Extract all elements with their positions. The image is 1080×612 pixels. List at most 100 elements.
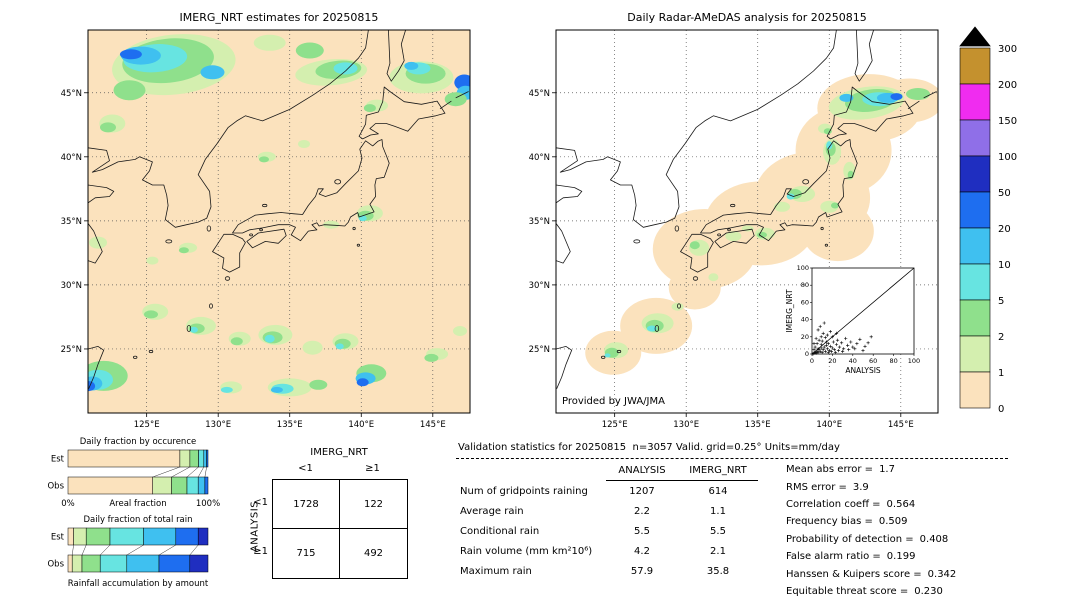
bar-row-label: Obs: [47, 560, 64, 570]
colorbar-tick-label: 200: [998, 80, 1017, 91]
validation-row: Conditional rain 5.5 5.5: [460, 525, 726, 537]
bar-segment: [67, 476, 153, 495]
contingency-column-headers: <1 ≥1: [272, 463, 406, 474]
inset-x-axis-label: ANALYSIS: [845, 366, 881, 375]
score-line: False alarm ratio = 0.199: [786, 551, 916, 563]
y-tick-label: 25°N: [529, 345, 550, 355]
bar-segment: [171, 476, 188, 495]
y-tick-label: 30°N: [529, 281, 550, 291]
flow-connector: [126, 544, 144, 556]
axis-label-right: 100%: [196, 499, 220, 509]
contingency-row-label: ≥1: [253, 546, 268, 557]
validation-row: Maximum rain 57.9 35.8: [460, 565, 730, 577]
bar-row-label: Est: [51, 455, 65, 465]
skill-scores-list: Mean abs error = 1.7 RMS error = 3.9 Corre…: [786, 461, 956, 600]
left-map-title: IMERG_NRT estimates for 20250815: [179, 11, 379, 24]
bar-segment: [71, 554, 83, 573]
x-tick-label: 130°E: [673, 420, 699, 430]
validation-table: ANALYSIS IMERG_NRT Num of gridpoints rai…: [456, 461, 758, 581]
colorbar-tick-label: 150: [998, 116, 1017, 127]
x-tick-label: 135°E: [277, 420, 303, 430]
credit-text: Provided by JWA/JMA: [562, 396, 665, 407]
bar-segment: [73, 527, 87, 546]
score-line: Probability of detection = 0.408: [786, 533, 949, 545]
colorbar-tick-label: 100: [998, 152, 1017, 163]
y-tick-label: 25°N: [61, 345, 82, 355]
axis-ticks: 125°E 130°E 135°E 140°E 145°E 45°N 40°N 35°N 30°…: [61, 89, 446, 430]
inset-y-tick: 40: [801, 316, 809, 324]
one-to-one-line: [811, 267, 915, 355]
inset-y-tick: 0: [805, 350, 809, 358]
score-line: Mean abs error = 1.7: [786, 464, 895, 476]
bar-segment: [189, 449, 199, 468]
colorbar-segments: [959, 47, 991, 409]
flow-connector: [171, 466, 191, 478]
bar-segment: [67, 554, 73, 573]
contingency-cell-false-alarm: 122: [340, 480, 407, 529]
contingency-row-label: <1: [253, 497, 268, 508]
bar-segment: [203, 449, 207, 468]
bar-segment: [189, 554, 209, 573]
coastlines: [556, 30, 937, 389]
y-tick-label: 35°N: [61, 217, 82, 227]
score-line: Frequency bias = 0.509: [786, 516, 908, 528]
y-tick-label: 30°N: [61, 281, 82, 291]
colorbar-tick-label: 300: [998, 44, 1017, 55]
flow-connector: [204, 466, 207, 478]
colorbar-tick-label: 0: [998, 404, 1004, 415]
axis-label-left: 0%: [61, 499, 75, 509]
axis-ticks: 125°E 130°E 135°E 140°E 145°E 45°N 40°N 35°N 30°…: [529, 89, 914, 430]
inset-scatter-plot: 0 20 40 60 80 100 0 20 40 60 80 100 ANALYSIS IMERG_NR…: [785, 264, 920, 375]
bar-row-label: Est: [51, 533, 65, 543]
y-tick-label: 40°N: [61, 153, 82, 163]
validation-row: Num of gridpoints raining 1207 614: [460, 485, 728, 497]
contingency-col-label: <1: [298, 463, 313, 474]
fraction-bar-charts: Daily fraction by occurence Est Obs 0% Areal…: [47, 437, 220, 589]
stacked-bar-chart: Daily fraction of total rain Est Obs Rainfa…: [47, 515, 208, 589]
score-line: RMS error = 3.9: [786, 481, 869, 493]
contingency-cell-hit-dry: 1728: [273, 480, 340, 529]
bar-row-label: Obs: [47, 482, 64, 492]
bar-segment: [197, 527, 209, 546]
x-tick-label: 145°E: [888, 420, 914, 430]
dashed-divider: [456, 458, 1008, 459]
contingency-cell-miss: 715: [273, 529, 340, 578]
bar-segment: [143, 527, 177, 546]
inset-x-tick: 20: [828, 357, 836, 365]
inset-x-tick: 40: [849, 357, 857, 365]
bar-segment: [81, 554, 101, 573]
flow-connector: [158, 544, 176, 556]
validation-header: Validation statistics for 20250815 n=305…: [458, 442, 840, 453]
contingency-grid: 1728 122 715 492: [272, 479, 408, 579]
bar-segment: [179, 449, 191, 468]
contingency-cell-hit-rain: 492: [363, 548, 384, 559]
bar-segment: [67, 527, 74, 546]
flow-connector: [189, 544, 199, 556]
bar-segment: [158, 554, 191, 573]
contingency-col-label: ≥1: [365, 463, 380, 474]
scatter-points: [811, 321, 873, 356]
y-tick-label: 40°N: [529, 153, 550, 163]
colorbar-tick-label: 5: [998, 296, 1004, 307]
flow-connector: [186, 466, 199, 478]
right-map-title: Daily Radar-AMeDAS analysis for 20250815: [627, 11, 867, 24]
contingency-row-axis-label: ANALYSIS: [249, 500, 261, 553]
validation-col-header-imerg: IMERG_NRT: [678, 461, 758, 481]
x-tick-label: 130°E: [205, 420, 231, 430]
colorbar-tick-label: 50: [998, 188, 1011, 199]
validation-row: Average rain 2.2 1.1: [460, 505, 726, 517]
flow-connector: [71, 544, 74, 556]
bar-segment: [67, 449, 181, 468]
x-tick-label: 125°E: [602, 420, 628, 430]
y-tick-label: 35°N: [529, 217, 550, 227]
score-line: Equitable threat score = 0.230: [786, 585, 943, 597]
inset-x-tick: 60: [869, 357, 877, 365]
contingency-title: IMERG_NRT: [310, 447, 368, 458]
flow-connector: [81, 544, 87, 556]
bar-segment: [197, 476, 206, 495]
inset-y-tick: 100: [797, 264, 809, 272]
bar-segment: [85, 527, 111, 546]
inset-y-tick: 80: [801, 281, 809, 289]
